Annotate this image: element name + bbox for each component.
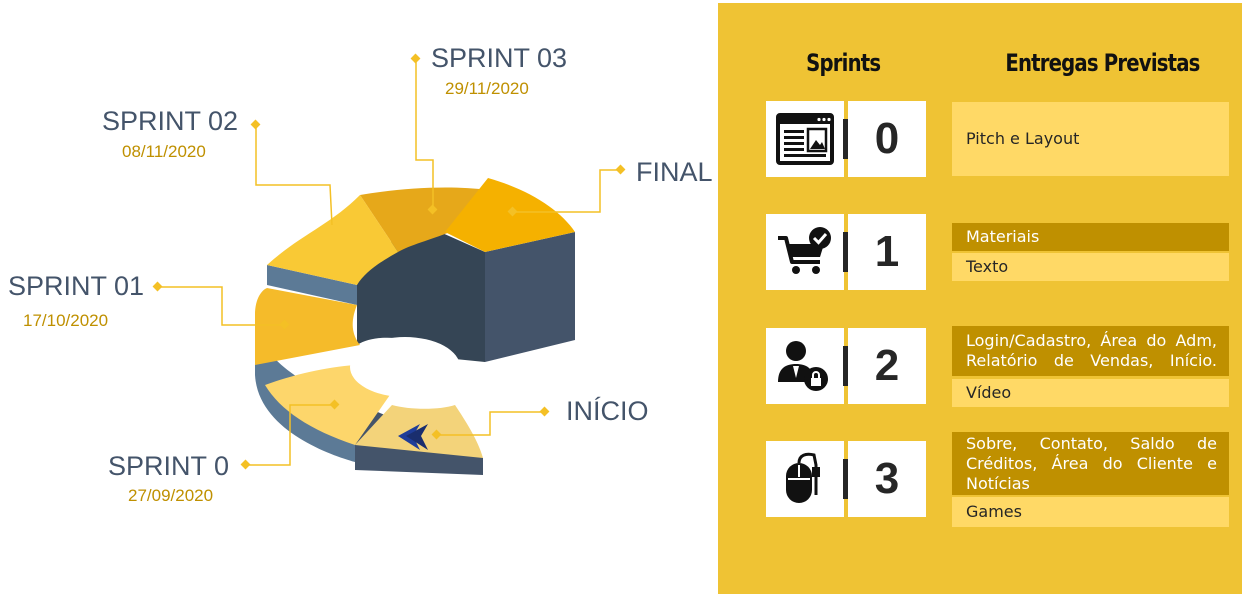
- leader-lines: [158, 59, 621, 466]
- sprint-02-date: 08/11/2020: [122, 142, 206, 161]
- sprint-02-name: SPRINT 02: [102, 106, 239, 136]
- segment-sprint-01: [255, 288, 360, 365]
- row-0-delivery-0: Pitch e Layout: [952, 102, 1229, 176]
- row-3-number: 3: [848, 441, 926, 517]
- segment-final: [445, 178, 575, 252]
- row-2-number: 2: [848, 328, 926, 404]
- shopping-cart-check-icon: [778, 227, 831, 274]
- sprint-0-date: 27/09/2020: [128, 486, 214, 505]
- row-0-icon-box: [766, 101, 844, 177]
- sprint-timeline-diagram: SPRINT 0 27/09/2020 SPRINT 01 17/10/2020…: [8, 43, 713, 505]
- sprints-header: Sprints: [806, 49, 881, 77]
- user-lock-icon: [778, 341, 828, 391]
- row-2-separator: [843, 346, 851, 386]
- row-0-separator: [843, 119, 851, 159]
- segment-sprint-02: [267, 195, 398, 285]
- row-3-icon-box: [766, 441, 844, 517]
- sprint-0-name: SPRINT 0: [108, 451, 230, 481]
- ring-inner-core: [356, 232, 485, 362]
- mouse-icon: [786, 452, 820, 503]
- row-3-delivery-1: Games: [952, 497, 1229, 527]
- chevron-logo-icon-2: [406, 424, 428, 450]
- sprint-deliveries-panel: Sprints Entregas Previstas 0 Pitch e Lay…: [718, 3, 1242, 594]
- ring-center-hole: [350, 337, 460, 397]
- row-1-separator: [843, 232, 851, 272]
- row-2-delivery-1: Vídeo: [952, 379, 1229, 407]
- row-3-separator: [843, 459, 851, 499]
- ring-wall-back: [267, 265, 357, 305]
- row-2-icon-box: [766, 328, 844, 404]
- sprint-03-date: 29/11/2020: [445, 79, 529, 98]
- row-1-delivery-0: Materiais: [952, 223, 1229, 251]
- segment-sprint-03: [360, 187, 488, 252]
- row-3-delivery-0: Sobre, Contato, Saldo de Créditos, Área …: [952, 432, 1229, 495]
- sprint-03-name: SPRINT 03: [431, 43, 568, 73]
- sprint-01-date: 17/10/2020: [23, 311, 109, 330]
- row-1-number: 1: [848, 214, 926, 290]
- row-2-delivery-0: Login/Cadastro, Área do Adm, Relatório d…: [952, 326, 1229, 376]
- deliveries-header: Entregas Previstas: [1005, 49, 1200, 77]
- inicio-label: INÍCIO: [566, 396, 649, 426]
- ring-chart: [152, 53, 626, 475]
- webpage-icon: [776, 113, 834, 165]
- row-0-number: 0: [848, 101, 926, 177]
- sprint-01-name: SPRINT 01: [8, 271, 145, 301]
- row-1-delivery-1: Texto: [952, 253, 1229, 281]
- row-1-icon-box: [766, 214, 844, 290]
- final-label: FINAL: [636, 157, 713, 187]
- ring-right-block: [485, 232, 575, 362]
